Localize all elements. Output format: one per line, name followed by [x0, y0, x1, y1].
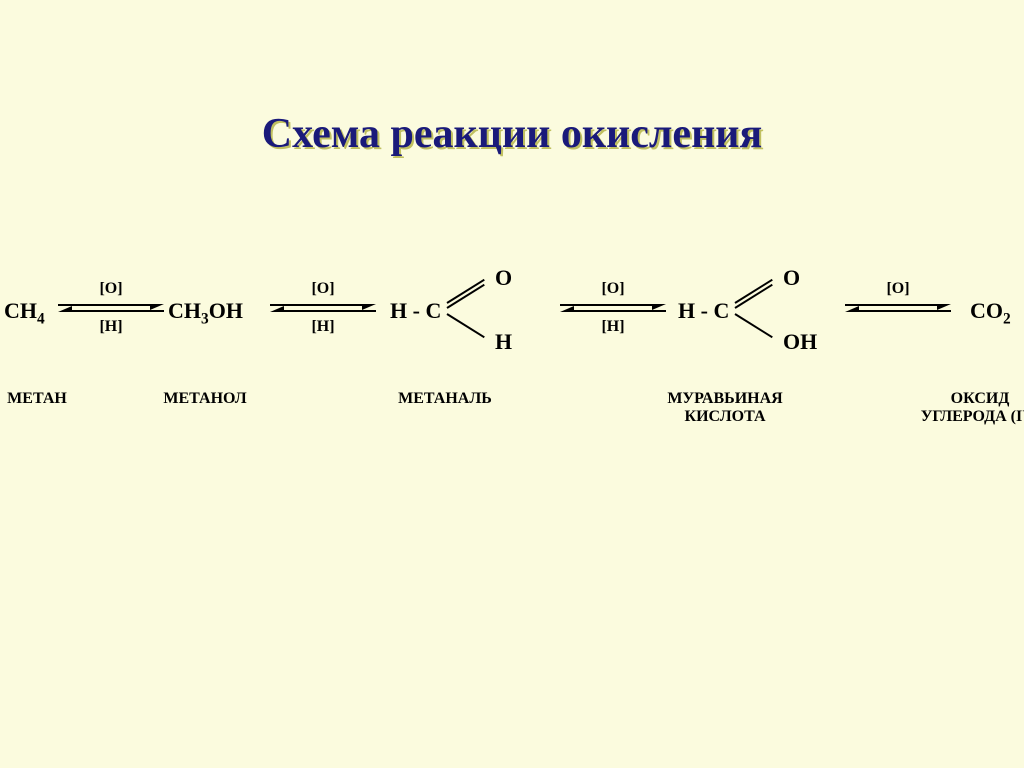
atom-formic-top: O [783, 265, 800, 291]
eq-arrow-a3 [560, 304, 666, 314]
atom-methanal-top: O [495, 265, 512, 291]
reagent-bot-a3: [H] [560, 318, 666, 336]
reagent-bot-a2: [H] [270, 318, 376, 336]
reagent-top-a4: [O] [845, 280, 951, 298]
reagent-top-a1: [O] [58, 280, 164, 298]
compound-methane: CH4 [4, 298, 45, 324]
diagram-title: Схема реакции окисления [0, 110, 1024, 158]
compound-formic: H - C [678, 298, 729, 324]
compound-methanol: CH3OH [168, 298, 243, 324]
label-methane: МЕТАН [2, 390, 72, 408]
label-methanal: МЕТАНАЛЬ [380, 390, 510, 408]
eq-arrow-a1 [58, 304, 164, 314]
reagent-bot-a1: [H] [58, 318, 164, 336]
compound-co2: CO2 [970, 298, 1011, 324]
label-methanol: МЕТАНОЛ [140, 390, 270, 408]
label-formic: МУРАВЬИНАЯКИСЛОТА [640, 390, 810, 426]
atom-methanal-bot: H [495, 329, 512, 355]
reagent-top-a3: [O] [560, 280, 666, 298]
eq-arrow-a2 [270, 304, 376, 314]
diagram-canvas: Схема реакции окисления CH4 МЕТАН CH3OH МЕТ… [0, 0, 1024, 768]
compound-methanal: H - C [390, 298, 441, 324]
reagent-top-a2: [O] [270, 280, 376, 298]
atom-formic-bot: OH [783, 329, 817, 355]
label-co2: ОКСИДУГЛЕРОДА (IУ) [915, 390, 1024, 426]
eq-arrow-a4 [845, 304, 951, 314]
